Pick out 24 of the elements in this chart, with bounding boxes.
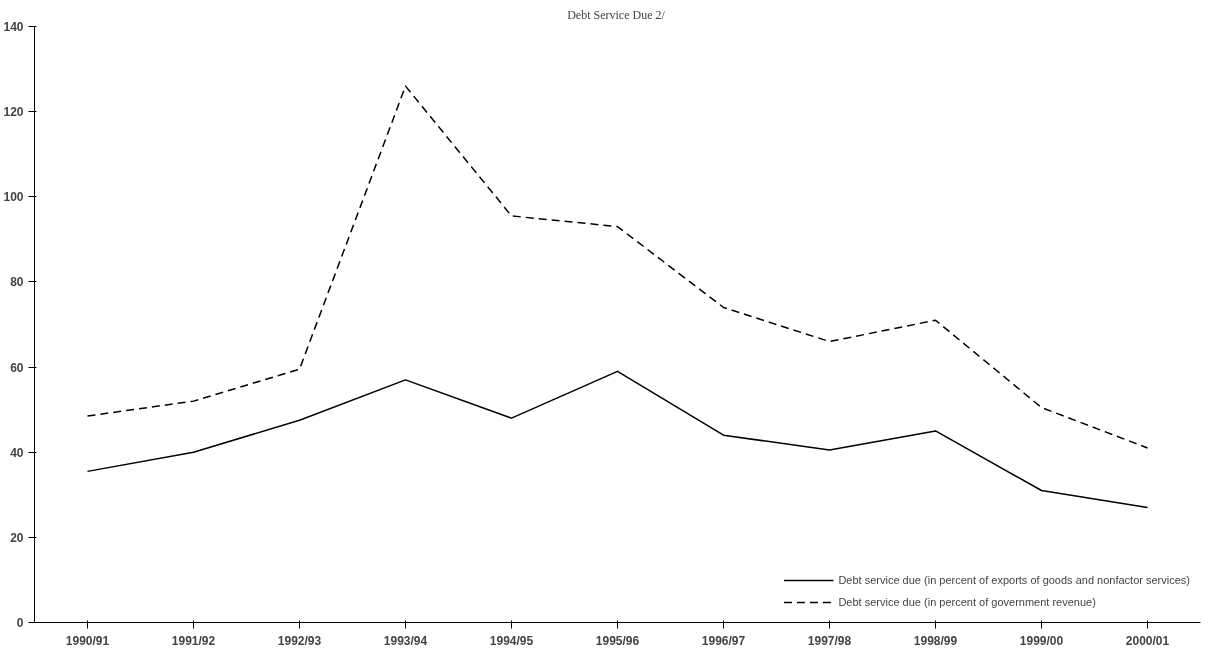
y-tick-label: 60: [10, 360, 24, 375]
x-tick-label: 1999/00: [1019, 633, 1064, 648]
legend-label: Debt service due (in percent of exports of goods and nonfactor services): [838, 574, 1190, 586]
y-tick-label: 40: [10, 445, 24, 460]
x-tick-label: 2000/01: [1125, 633, 1170, 648]
chart-title: Debt Service Due 2/: [567, 7, 666, 22]
x-tick-label: 1990/91: [65, 633, 110, 648]
y-tick-label: 20: [10, 530, 24, 545]
y-tick-label: 100: [3, 190, 24, 205]
y-tick-label: 140: [3, 20, 24, 34]
line-series: [86, 370, 1149, 509]
x-tick-label: 1998/99: [913, 633, 958, 648]
x-tick-label: 1996/97: [701, 633, 746, 648]
x-tick-label: 1991/92: [171, 633, 216, 648]
x-tick-label: 1994/95: [489, 633, 534, 648]
x-tick-label: 1993/94: [383, 633, 428, 648]
legend-label: Debt service due (in percent of government revenue): [838, 596, 1096, 608]
line-series: [86, 85, 1149, 449]
x-tick-label: 1995/96: [595, 633, 640, 648]
x-tick-label: 1992/93: [277, 633, 322, 648]
x-tick-label: 1997/98: [807, 633, 852, 648]
y-tick-label: 0: [16, 616, 24, 630]
y-tick-label: 80: [10, 275, 24, 290]
y-tick-label: 120: [3, 105, 24, 120]
